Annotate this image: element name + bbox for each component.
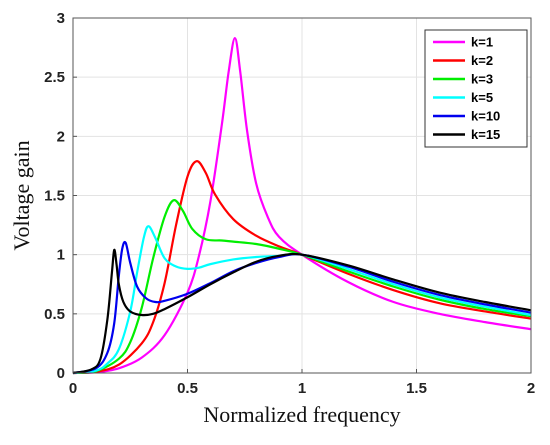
series-line-k-10 (72, 240, 532, 375)
series-line-k-15 (72, 248, 532, 375)
legend-label: k=2 (471, 53, 493, 68)
series-line-k-2 (72, 160, 532, 375)
x-tick-label: 1.5 (406, 380, 427, 397)
y-tick-label: 2 (57, 128, 65, 145)
legend-label: k=10 (471, 109, 500, 124)
y-tick-label: 1.5 (44, 188, 65, 205)
x-tick-label: 2 (527, 380, 535, 397)
x-axis-label: Normalized frequency (203, 402, 400, 427)
y-tick-label: 3 (57, 10, 65, 27)
x-tick-label: 0.5 (177, 380, 198, 397)
y-tick-label: 0.5 (44, 306, 65, 323)
legend-box (424, 29, 528, 148)
legend: k=1 k=2 k=3 k=5 k=10 k=15 (424, 29, 528, 148)
legend-label: k=1 (471, 35, 493, 50)
x-tick-label: 1 (298, 380, 306, 397)
y-tick-label: 2.5 (44, 69, 65, 86)
y-tick-label: 1 (57, 247, 65, 264)
y-axis-ticks: 0 0.5 1 1.5 2 2.5 3 (44, 10, 77, 382)
series-line-k-5 (72, 225, 532, 375)
series-lines (72, 37, 532, 375)
y-axis-label: Voltage gain (9, 140, 34, 250)
x-tick-label: 0 (69, 380, 77, 397)
y-tick-label: 0 (57, 365, 65, 382)
legend-label: k=15 (471, 127, 500, 142)
series-line-k-1 (72, 37, 532, 375)
series-line-k-3 (72, 199, 532, 375)
legend-label: k=3 (471, 72, 493, 87)
legend-label: k=5 (471, 90, 493, 105)
x-axis-ticks: 0 0.5 1 1.5 2 (69, 369, 535, 397)
